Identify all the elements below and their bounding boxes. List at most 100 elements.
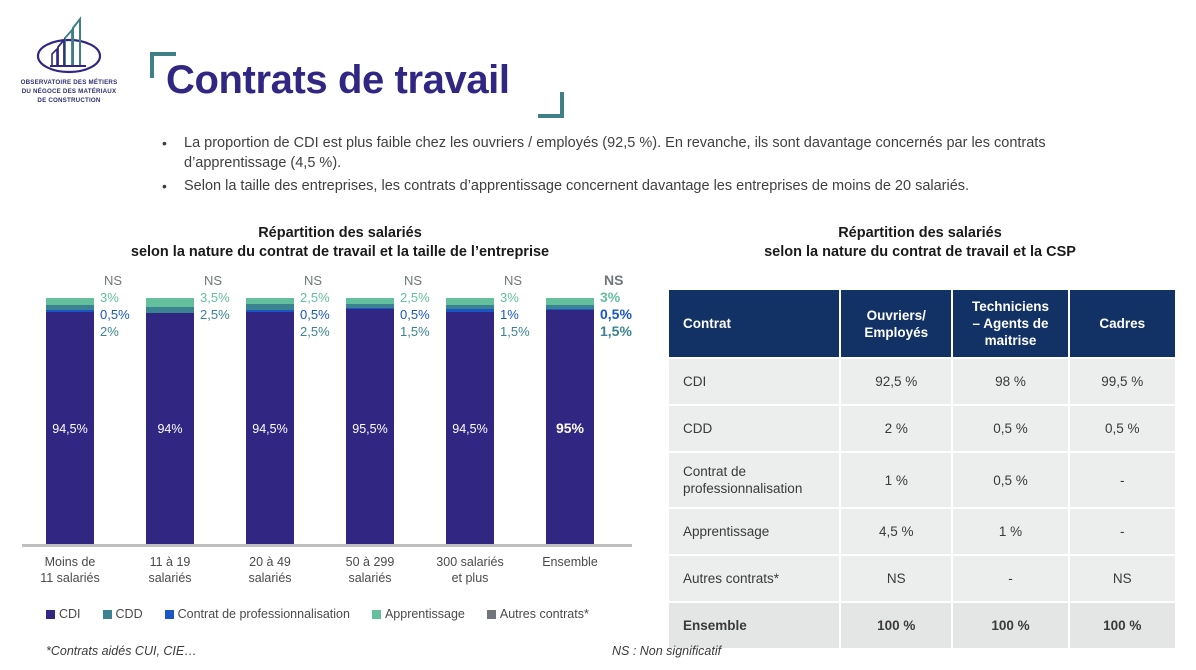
page-title-text: Contrats de travail bbox=[166, 58, 510, 102]
table-cell-value: 99,5 % bbox=[1069, 359, 1175, 404]
x-axis-label-line: et plus bbox=[451, 571, 489, 585]
csp-table-body: CDI 92,5 % 98 % 99,5 % CDD 2 % 0,5 % 0,5 % Contr… bbox=[669, 359, 1175, 648]
table-cell-value: 1 % bbox=[841, 453, 952, 507]
bar-side-labels: NS 3% 1% 1,5% bbox=[500, 272, 530, 340]
bar-segment-cdi bbox=[46, 311, 94, 544]
x-axis-label-line: salariés bbox=[348, 571, 392, 585]
table-cell-line: Ensemble bbox=[683, 618, 747, 633]
logo-text: OBSERVATOIRE DES MÉTIERS DU NÉGOCE DES M… bbox=[16, 79, 122, 106]
table-header-line: Contrat bbox=[683, 316, 731, 331]
bullet-text: Selon la taille des entreprises, les con… bbox=[184, 178, 970, 194]
bar-label-professionnalisation: 0,5% bbox=[600, 306, 632, 322]
bullet-marker-icon: • bbox=[162, 178, 167, 194]
bar-label-apprentissage: 3% bbox=[600, 289, 621, 305]
bar-segment-cdd bbox=[246, 304, 294, 311]
legend-item[interactable]: CDI bbox=[46, 607, 81, 621]
legend-swatch-icon bbox=[46, 609, 55, 619]
bullet-item: • La proportion de CDI est plus faible c… bbox=[154, 133, 1114, 173]
bar-label-autres-ns: NS bbox=[504, 273, 523, 288]
bar-label-autres-ns: NS bbox=[104, 273, 123, 288]
table-title-line-2: selon la nature du contrat de travail et… bbox=[764, 244, 1076, 260]
footnote-ns: NS : Non significatif bbox=[612, 644, 722, 658]
bar-label-autres-ns: NS bbox=[604, 272, 624, 288]
bar-side-labels: NS 3% 0,5% 1,5% bbox=[600, 272, 632, 340]
x-axis-label-line: salariés bbox=[148, 571, 192, 585]
table-row: CDI 92,5 % 98 % 99,5 % bbox=[669, 359, 1175, 404]
bar-label-apprentissage: 3,5% bbox=[200, 290, 230, 305]
bar-label-cdd: 1,5% bbox=[400, 324, 430, 339]
table-cell-value: 4,5 % bbox=[841, 509, 952, 554]
bar-segment-appr bbox=[446, 298, 494, 306]
bar-label-autres-ns: NS bbox=[304, 273, 323, 288]
x-axis-label: Ensemble bbox=[518, 554, 622, 570]
legend-label: Autres contrats* bbox=[499, 607, 589, 621]
table-cell-value: 0,5 % bbox=[1069, 406, 1175, 451]
bar-segment-cdd bbox=[46, 305, 94, 311]
bar-value-label-cdi: 94,5% bbox=[452, 421, 488, 436]
chart-title: Répartition des salariés selon la nature… bbox=[20, 224, 660, 262]
bar-label-autres-ns: NS bbox=[204, 273, 223, 288]
table-cell-line: Autres contrats* bbox=[683, 571, 780, 586]
table-cell-contract: Ensemble bbox=[669, 603, 839, 648]
table-cell-line: CDI bbox=[683, 374, 707, 389]
bar-segment-appr bbox=[346, 298, 394, 305]
legend-swatch-icon bbox=[102, 609, 112, 619]
table-cell-value: - bbox=[1069, 509, 1175, 554]
table-header-line: Cadres bbox=[1099, 316, 1146, 331]
legend-item[interactable]: Apprentissage bbox=[371, 607, 465, 621]
x-axis-label-line: 11 salariés bbox=[40, 571, 100, 585]
table-cell-contract: Apprentissage bbox=[669, 509, 839, 554]
chart-title-line-2: selon la nature du contrat de travail et… bbox=[130, 244, 550, 260]
bar-stack: 94,5% bbox=[246, 298, 294, 544]
bar-stack: 94,5% bbox=[446, 298, 494, 544]
table-cell-line: professionnalisation bbox=[683, 481, 803, 496]
bar-segment-appr bbox=[546, 298, 594, 306]
table-cell-value: 2 % bbox=[841, 406, 952, 451]
bar-side-labels: NS 3% 0,5% 2% bbox=[100, 272, 130, 340]
bar-segment-appr bbox=[46, 298, 94, 306]
bar-label-cdd: 2,5% bbox=[300, 324, 330, 339]
table-cell-value: - bbox=[1069, 453, 1175, 507]
bar-value-label-cdi: 95% bbox=[555, 419, 585, 436]
bar-segment-cdd bbox=[146, 306, 194, 313]
table-row: Autres contrats* NS - NS bbox=[669, 556, 1175, 601]
bar-stack: 94,5% bbox=[46, 298, 94, 544]
bar-label-apprentissage: 2,5% bbox=[300, 290, 330, 305]
bar-label-professionnalisation: 0,5% bbox=[100, 307, 130, 322]
bar-stack: 95,5% bbox=[346, 298, 394, 544]
csp-table-head: Contrat Ouvriers/Employés Techniciens – Age… bbox=[669, 290, 1175, 357]
table-header-row: Contrat Ouvriers/Employés Techniciens – Age… bbox=[669, 290, 1175, 357]
bar-label-apprentissage: 3% bbox=[500, 290, 519, 305]
table-row: Apprentissage 4,5 % 1 % - bbox=[669, 509, 1175, 554]
legend-swatch-icon bbox=[486, 609, 496, 619]
table-cell-value: 1 % bbox=[953, 509, 1068, 554]
table-cell-line: CDD bbox=[683, 421, 713, 436]
legend-item[interactable]: Autres contrats* bbox=[486, 607, 589, 621]
chart-axis-line bbox=[22, 544, 632, 547]
table-cell-contract: CDI bbox=[669, 359, 839, 404]
legend-item[interactable]: Contrat de professionnalisation bbox=[164, 607, 350, 621]
table-cell-value: 0,5 % bbox=[953, 453, 1068, 507]
bar-label-cdd: 1,5% bbox=[500, 324, 530, 339]
bar-label-professionnalisation: 0,5% bbox=[400, 307, 430, 322]
footnote-contrats-aides: *Contrats aidés CUI, CIE… bbox=[46, 644, 197, 658]
bar-side-labels: NS 2,5% 0,5% 1,5% bbox=[400, 272, 430, 340]
table-header-line: Techniciens bbox=[972, 299, 1050, 314]
table-header-line: – Agents de bbox=[972, 316, 1049, 331]
table-header-cell: Ouvriers/Employés bbox=[841, 290, 952, 357]
bar-value-label-cdi: 94,5% bbox=[252, 421, 288, 436]
table-row: Ensemble 100 % 100 % 100 % bbox=[669, 603, 1175, 648]
x-axis-label: 50 à 299 salariés bbox=[318, 554, 422, 586]
bullet-text: La proportion de CDI est plus faible che… bbox=[184, 135, 1046, 171]
legend-label: Contrat de professionnalisation bbox=[177, 607, 350, 621]
table-cell-value: - bbox=[953, 556, 1068, 601]
bar-value-label-cdi: 94,5% bbox=[52, 421, 88, 436]
bar-segment-cdi bbox=[446, 311, 494, 544]
logo-text-line-1: OBSERVATOIRE DES MÉTIERS bbox=[20, 79, 118, 86]
legend-item[interactable]: CDD bbox=[102, 607, 143, 621]
bar-segment-cdd bbox=[546, 305, 594, 310]
x-axis-label-line: 20 à 49 bbox=[249, 555, 291, 569]
legend-label: Apprentissage bbox=[384, 607, 465, 621]
bar-stack: 94% bbox=[146, 298, 194, 544]
legend-swatch-icon bbox=[371, 609, 381, 619]
